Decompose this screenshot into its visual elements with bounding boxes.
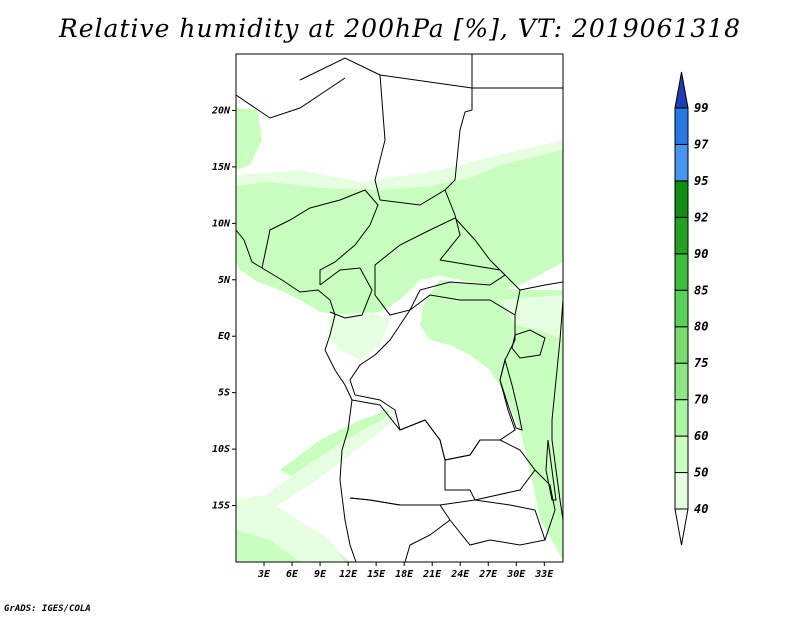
colorbar-label: 85: [694, 283, 708, 297]
map-frame: [235, 53, 564, 563]
colorbar-label: 50: [694, 466, 708, 480]
colorbar-segment: [674, 180, 689, 218]
lat-label: 15S: [212, 501, 230, 512]
shading-southwest-light: [260, 415, 395, 510]
colorbar-segment: [674, 326, 689, 364]
lat-label: 20N: [211, 105, 231, 116]
colorbar-segment: [674, 435, 689, 474]
lon-label: 6E: [286, 569, 299, 580]
border-libya-egypt: [379, 74, 473, 89]
shading-southwest: [280, 410, 390, 480]
lat-label: 15N: [212, 162, 231, 173]
border-south-sudan: [439, 259, 521, 316]
lon-label: 30E: [506, 569, 526, 580]
colorbar-label: 99: [694, 101, 708, 115]
west-africa-coast: [236, 229, 357, 562]
colorbar-segment: [674, 472, 689, 510]
lon-label: 18E: [395, 569, 414, 580]
lat-label: 5N: [218, 275, 231, 286]
colorbar-label: 97: [694, 137, 709, 151]
chart-title: Relative humidity at 200hPa [%], VT: 201…: [58, 14, 742, 43]
colorbar-label: 40: [694, 502, 708, 516]
lon-label: 33E: [534, 569, 554, 580]
colorbar-segment: [674, 107, 689, 145]
colorbar-label: 92: [694, 210, 708, 224]
colorbar-segment: [674, 253, 689, 291]
colorbar-segment: [674, 362, 689, 401]
colorbar-label: 70: [694, 393, 708, 407]
lon-label: 12E: [339, 569, 358, 580]
lat-label: 10S: [212, 444, 230, 455]
border-zambia: [444, 439, 536, 501]
lon-label: 3E: [257, 569, 271, 580]
lon-label: 9E: [314, 569, 327, 580]
border-niger: [236, 77, 346, 119]
humidity-shading: [236, 108, 563, 562]
colorbar-top-triangle: [674, 71, 689, 109]
border-chad-sudan: [379, 189, 461, 261]
east-africa-coast: [551, 299, 563, 521]
colorbar-segment: [674, 216, 689, 255]
coastlines-borders: [236, 54, 563, 562]
shading-congo: [328, 312, 390, 360]
colorbar-label: 90: [694, 247, 708, 261]
grads-credit: GrADS: IGES/COLA: [4, 604, 91, 614]
colorbar-segment: [674, 399, 689, 437]
border-namibia: [349, 497, 451, 562]
colorbar-label: 80: [694, 320, 708, 334]
lake-victoria: [511, 329, 546, 359]
lat-label: EQ: [218, 331, 230, 342]
border-car: [374, 217, 506, 316]
shading-east-band: [420, 280, 563, 560]
border-mozambique: [534, 469, 556, 541]
colorbar-legend: 40 50 60 70 75 80 85 90 92 95 97 99: [674, 71, 709, 546]
longitude-axis: 3E 6E 9E 12E 15E 18E 21E 24E 27E 30E 33E: [257, 562, 554, 580]
shading-west-coast: [236, 108, 262, 170]
lon-label: 27E: [478, 569, 498, 580]
lon-label: 24E: [450, 569, 470, 580]
colorbar-label: 95: [694, 174, 708, 188]
lat-label: 5S: [218, 388, 230, 399]
shading-south-corner-light: [236, 495, 345, 562]
lon-label: 21E: [422, 569, 442, 580]
border-ethiopia: [519, 281, 563, 291]
colorbar-label: 60: [694, 429, 708, 443]
border-egypt-sudan: [444, 54, 473, 191]
border-libya-chad: [299, 57, 386, 201]
lake-malawi: [545, 439, 557, 501]
shading-sahel-light: [236, 140, 563, 190]
lat-label: 10N: [212, 218, 231, 229]
lon-label: 15E: [367, 569, 386, 580]
colorbar-label: 75: [694, 356, 708, 370]
colorbar-segment: [674, 289, 689, 328]
border-zimbabwe: [449, 499, 546, 546]
shading-east-light: [500, 295, 563, 340]
border-nigeria: [261, 189, 379, 285]
shading-sahel-band: [236, 148, 563, 315]
border-angola: [349, 399, 476, 506]
latitude-axis: 20N 15N 10N 5N EQ 5S 10S 15S: [211, 105, 236, 512]
colorbar-segment: [674, 143, 689, 182]
border-cameroon: [319, 267, 373, 319]
colorbar-bottom-triangle: [674, 508, 689, 546]
